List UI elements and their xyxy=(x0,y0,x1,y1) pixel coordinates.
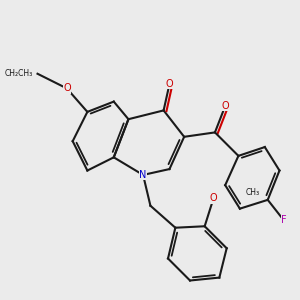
Text: CH₂CH₃: CH₂CH₃ xyxy=(5,69,33,78)
Text: O: O xyxy=(166,79,173,89)
Text: O: O xyxy=(63,83,70,93)
Text: F: F xyxy=(281,215,287,225)
Text: O: O xyxy=(210,194,217,203)
Text: N: N xyxy=(140,170,147,180)
Text: CH₃: CH₃ xyxy=(246,188,260,197)
Text: O: O xyxy=(221,101,229,111)
